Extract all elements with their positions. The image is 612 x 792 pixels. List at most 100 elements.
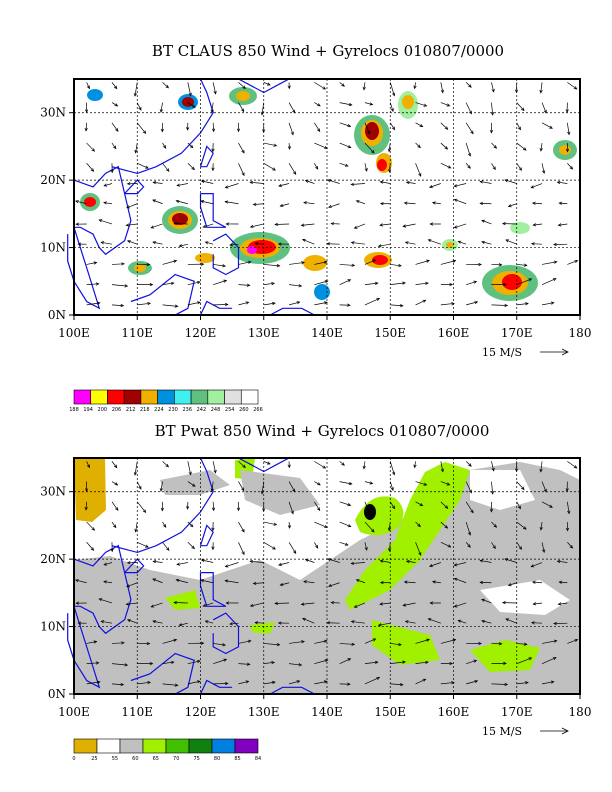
wind-vector <box>263 82 271 86</box>
wind-vector <box>126 619 138 624</box>
colorbar-swatch <box>224 389 242 405</box>
colorbar-label: 55 <box>112 756 118 762</box>
colorbar-label: 65 <box>153 756 159 762</box>
wind-vector <box>238 481 245 492</box>
wind-vector <box>162 82 170 89</box>
wind-vector <box>465 501 474 514</box>
wind-vector <box>304 179 315 184</box>
wind-vector <box>236 501 241 512</box>
wind-vector <box>314 280 329 285</box>
wind-vector <box>238 102 245 113</box>
wind-vector <box>490 102 495 116</box>
coastline-segment <box>199 679 233 695</box>
wind-vector <box>252 581 264 585</box>
wind-vector <box>86 661 100 665</box>
wind-vector <box>403 580 416 584</box>
wind-vector <box>489 501 494 513</box>
wind-vector <box>150 223 163 229</box>
wind-vector <box>429 222 441 226</box>
wind-vector <box>364 102 374 106</box>
wind-vector <box>137 162 149 169</box>
wind-vector <box>541 260 558 265</box>
x-tick-label: 110E <box>121 705 153 719</box>
wind-vector <box>481 619 492 624</box>
wind-vector <box>431 201 441 205</box>
wind-vector <box>328 582 340 588</box>
wind-vector <box>263 142 278 147</box>
wind-vector <box>238 680 250 685</box>
wind-vector <box>260 481 265 495</box>
wind-vector <box>288 481 296 493</box>
map-claus-reference-label: 15 M/S <box>482 346 522 359</box>
wind-vector <box>390 682 404 687</box>
wind-vector <box>187 301 201 306</box>
wind-vector <box>541 501 553 508</box>
wind-vector <box>100 241 113 245</box>
wind-vector <box>225 601 239 605</box>
wind-vector <box>111 461 118 469</box>
wind-vector <box>100 620 113 624</box>
wind-vector <box>111 122 119 132</box>
wind-vector <box>126 240 138 245</box>
wind-vector <box>314 542 319 549</box>
x-tick-label: 120E <box>185 326 217 340</box>
x-tick-label: 130E <box>248 705 280 719</box>
wind-vector <box>111 682 125 687</box>
wind-vector <box>453 602 467 608</box>
wind-vector <box>490 481 495 495</box>
wind-vector <box>465 163 471 169</box>
wind-vector <box>136 122 147 135</box>
wind-vector <box>314 163 319 170</box>
wind-vector <box>304 558 315 563</box>
wind-vector <box>137 680 151 685</box>
wind-vector <box>111 501 119 511</box>
wind-vector <box>440 259 457 265</box>
wind-vector <box>314 659 329 664</box>
y-tick-label: 30N <box>40 106 66 120</box>
wind-vector <box>339 122 352 128</box>
wind-vector <box>379 602 391 606</box>
wind-vector <box>440 541 452 548</box>
colorbar-label: 212 <box>126 407 136 413</box>
colorbar-label: 200 <box>98 407 108 413</box>
wind-vector <box>162 163 170 172</box>
wind-vector <box>532 602 543 606</box>
y-tick-label: 20N <box>40 173 66 187</box>
wind-vector <box>213 681 229 686</box>
colorbar-swatch <box>73 738 98 754</box>
wind-vector <box>211 501 216 512</box>
colorbar-swatch <box>142 738 167 754</box>
wind-vector <box>532 223 543 227</box>
wind-vector <box>84 481 89 493</box>
wind-vector <box>314 501 321 512</box>
wind-vector <box>327 179 340 184</box>
wind-vector <box>390 642 402 647</box>
wind-vector <box>86 521 96 531</box>
wind-vector <box>389 82 396 97</box>
wind-vector <box>178 622 188 627</box>
wind-vector <box>516 521 527 530</box>
wind-vector <box>300 602 315 606</box>
wind-vector <box>212 82 217 95</box>
colorbar-swatch <box>165 738 190 754</box>
wind-vector <box>530 621 543 625</box>
wind-vector <box>137 541 149 548</box>
x-tick-label: 170E <box>501 326 533 340</box>
wind-vector <box>502 601 517 605</box>
wind-vector <box>350 620 365 624</box>
wind-vector <box>152 620 163 624</box>
wind-vector <box>238 283 251 287</box>
wind-vector <box>565 522 570 532</box>
wind-vector <box>86 640 98 644</box>
wind-vector <box>440 661 454 666</box>
wind-vector <box>187 659 201 664</box>
wind-vector <box>491 521 498 528</box>
wind-vector <box>213 643 226 647</box>
wind-vector <box>339 541 349 546</box>
wind-vector <box>466 300 479 306</box>
wind-vector <box>314 639 328 644</box>
coastline-segment <box>199 300 233 316</box>
wind-vector <box>110 163 114 174</box>
colorbar-label: 60 <box>132 756 138 762</box>
colorbar-label: 230 <box>168 407 178 413</box>
